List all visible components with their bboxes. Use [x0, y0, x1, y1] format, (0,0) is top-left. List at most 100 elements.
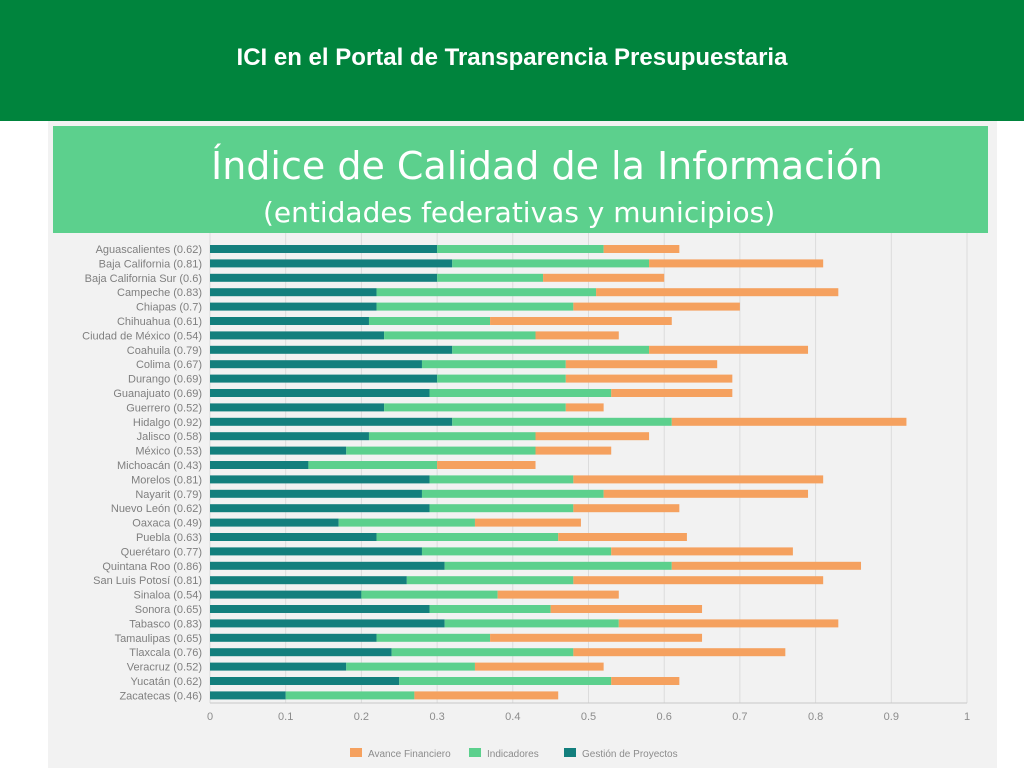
category-label: Baja California Sur (0.6) — [85, 273, 202, 285]
bar-segment — [414, 691, 559, 700]
bar-segment — [611, 389, 733, 397]
bar-segment — [437, 245, 604, 253]
bar-segment — [338, 518, 475, 527]
bar-segment — [565, 360, 718, 369]
bar-segment — [346, 662, 475, 671]
category-label: Chiapas (0.7) — [136, 302, 202, 314]
category-label: Colima (0.67) — [136, 359, 202, 371]
bar-segment — [573, 302, 740, 311]
bar-segment — [444, 619, 619, 628]
bar-segment — [210, 374, 438, 383]
category-label: Morelos (0.81) — [131, 474, 202, 486]
bar-segment — [671, 417, 907, 426]
category-label: Veracruz (0.52) — [127, 662, 202, 674]
bar-segment — [573, 475, 824, 484]
bar-segment — [596, 288, 839, 297]
bar-segment — [603, 489, 809, 498]
bar-segment — [558, 533, 687, 541]
bar-segment — [452, 417, 672, 426]
bar-segment — [368, 432, 536, 441]
bar-segment — [210, 417, 453, 426]
category-label: Jalisco (0.58) — [137, 431, 202, 443]
x-tick-label: 0.4 — [505, 711, 520, 723]
bar-segment — [391, 648, 574, 657]
category-label: Tlaxcala (0.76) — [129, 647, 202, 659]
legend-label: Indicadores — [487, 749, 539, 760]
bar-segment — [210, 533, 377, 541]
bar-segment — [210, 389, 430, 397]
category-label: Nayarit (0.79) — [135, 489, 202, 501]
bar-segment — [421, 489, 604, 498]
legend-label: Avance Financiero — [368, 749, 451, 760]
bar-segment — [384, 331, 536, 340]
category-label: Puebla (0.63) — [136, 532, 202, 544]
bar-segment — [535, 432, 650, 441]
category-label: Yucatán (0.62) — [130, 676, 202, 688]
bar-segment — [565, 374, 733, 383]
bar-segment — [368, 317, 491, 325]
x-tick-label: 0 — [207, 711, 213, 723]
bar-segment — [210, 662, 347, 671]
x-tick-label: 0.6 — [657, 711, 672, 723]
bar-segment — [210, 605, 430, 613]
x-tick-label: 0.7 — [732, 711, 747, 723]
bar-segment — [603, 245, 680, 253]
bar-segment — [437, 374, 566, 383]
category-label: Chihuahua (0.61) — [117, 316, 202, 328]
bar-segment — [210, 345, 453, 354]
bar-segment — [535, 331, 619, 340]
bar-segment — [573, 504, 680, 513]
category-label: Quintana Roo (0.86) — [102, 561, 202, 573]
bar-segment — [210, 547, 422, 556]
bar-segment — [210, 504, 430, 513]
x-tick-label: 0.2 — [354, 711, 369, 723]
x-tick-label: 1 — [964, 711, 970, 723]
bar-segment — [210, 302, 377, 311]
bar-segment — [210, 619, 445, 628]
category-label: Ciudad de México (0.54) — [82, 330, 202, 342]
bar-segment — [210, 403, 385, 412]
slide-title: ICI en el Portal de Transparencia Presup… — [236, 44, 788, 71]
bar-segment — [671, 561, 862, 570]
bar-segment — [308, 461, 438, 469]
category-label: Aguascalientes (0.62) — [96, 244, 202, 256]
bar-segment — [210, 691, 286, 700]
bar-segment — [210, 446, 347, 455]
bar-segment — [497, 590, 619, 599]
bar-segment — [376, 633, 491, 642]
bar-segment — [210, 245, 438, 253]
category-label: Hidalgo (0.92) — [133, 417, 202, 429]
category-label: Nuevo León (0.62) — [111, 503, 202, 515]
bar-segment — [421, 547, 612, 556]
bar-segment — [474, 518, 581, 527]
bar-segment — [210, 677, 400, 685]
bar-segment — [490, 633, 703, 642]
legend-swatch — [469, 748, 481, 757]
bar-segment — [421, 360, 566, 369]
x-tick-label: 0.8 — [808, 711, 823, 723]
bar-segment — [573, 576, 824, 585]
chart-title: Índice de Calidad de la Información — [211, 144, 883, 188]
category-label: Tabasco (0.83) — [129, 618, 202, 630]
bar-segment — [399, 677, 612, 685]
category-label: Durango (0.69) — [128, 374, 202, 386]
bar-segment — [474, 662, 604, 671]
bar-segment — [618, 619, 839, 628]
bar-segment — [437, 273, 544, 282]
bar-segment — [490, 317, 672, 325]
bar-segment — [452, 259, 650, 268]
bar-segment — [210, 576, 407, 585]
category-label: Michoacán (0.43) — [117, 460, 202, 472]
bar-segment — [444, 561, 672, 570]
category-label: Zacatecas (0.46) — [119, 690, 202, 702]
category-label: Tamaulipas (0.65) — [115, 633, 202, 645]
bar-segment — [649, 345, 809, 354]
category-label: Coahuila (0.79) — [127, 345, 202, 357]
bar-segment — [452, 345, 650, 354]
category-label: México (0.53) — [135, 446, 202, 458]
bar-segment — [429, 605, 551, 613]
bar-segment — [543, 273, 665, 282]
bar-segment — [429, 389, 612, 397]
chart-banner: Índice de Calidad de la Información (ent… — [53, 126, 988, 233]
legend-label: Gestión de Proyectos — [582, 749, 678, 760]
